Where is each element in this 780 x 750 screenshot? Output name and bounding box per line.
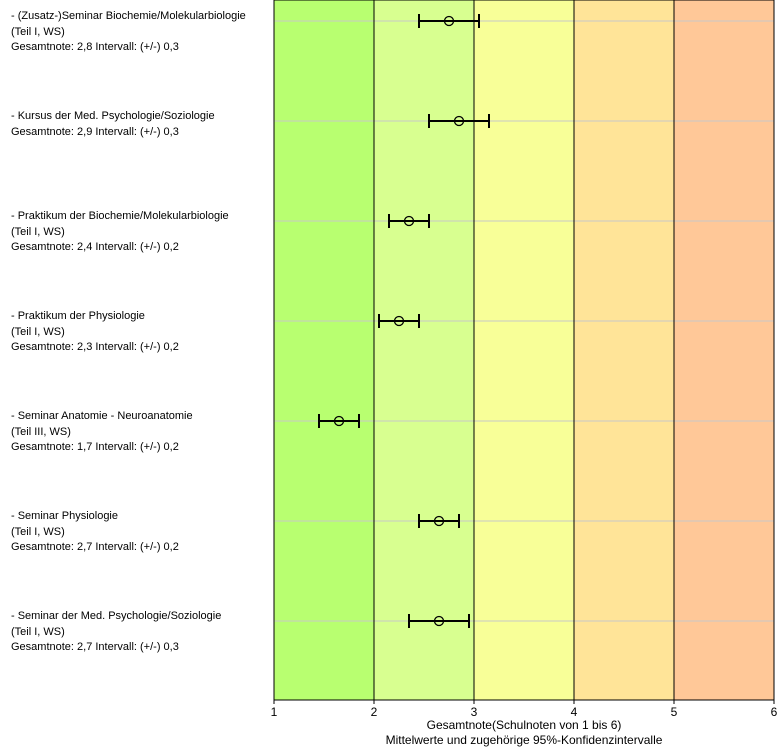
row-label-name: - Seminar der Med. Psychologie/Soziologi…: [11, 610, 222, 622]
mean-marker: [443, 15, 455, 27]
row-label-detail: (Teil I, WS): [11, 325, 65, 338]
row-label: - Praktikum der Physiologie (Teil I, WS) G…: [11, 309, 273, 356]
x-tick-label: 4: [571, 705, 578, 719]
grade-band-2: [374, 0, 474, 700]
row-label: - Seminar Anatomie - Neuroanatomie (Teil …: [11, 409, 273, 456]
chart-subtitle: Mittelwerte und zugehörige 95%-Konfidenz…: [385, 733, 663, 747]
row-label: - (Zusatz-)Seminar Biochemie/Molekularbi…: [11, 9, 273, 56]
grade-band-4: [574, 0, 674, 700]
grade-band-1: [274, 0, 374, 700]
row-label-name: - Praktikum der Biochemie/Molekularbiolo…: [11, 210, 229, 222]
plot-frame: [273, 0, 775, 701]
row-label-summary: Gesamtnote: 1,7 Intervall: (+/-) 0,2: [11, 441, 179, 453]
row-label-summary: Gesamtnote: 2,4 Intervall: (+/-) 0,2: [11, 241, 179, 253]
row-label-summary: Gesamtnote: 2,8 Intervall: (+/-) 0,3: [11, 41, 179, 53]
row-label-name: - Praktikum der Physiologie: [11, 310, 145, 322]
row-label-name: - (Zusatz-)Seminar Biochemie/Molekularbi…: [11, 10, 246, 22]
row-label-summary: Gesamtnote: 2,7 Intervall: (+/-) 0,3: [11, 641, 179, 653]
x-tick-label: 5: [671, 705, 678, 719]
x-axis-title: Gesamtnote(Schulnoten von 1 bis 6): [426, 718, 622, 732]
grade-band-3: [474, 0, 574, 700]
row-label-name: - Seminar Anatomie - Neuroanatomie: [11, 410, 193, 422]
mean-marker: [433, 615, 445, 627]
row-labels: - (Zusatz-)Seminar Biochemie/Molekularbi…: [0, 0, 272, 700]
mean-marker: [333, 415, 345, 427]
x-tick-label: 6: [771, 705, 778, 719]
mean-marker: [433, 515, 445, 527]
row-label-detail: (Teil I, WS): [11, 25, 65, 38]
row-label-detail: (Teil I, WS): [11, 625, 65, 638]
row-label-summary: Gesamtnote: 2,9 Intervall: (+/-) 0,3: [11, 125, 179, 138]
mean-marker: [453, 115, 465, 127]
row-label-name: - Seminar Physiologie: [11, 510, 118, 522]
row-label-summary: Gesamtnote: 2,7 Intervall: (+/-) 0,2: [11, 541, 179, 553]
row-label: - Seminar Physiologie (Teil I, WS) Gesamtn…: [11, 509, 273, 556]
mean-marker: [393, 315, 405, 327]
row-label-name: - Kursus der Med. Psychologie/Soziologie: [11, 110, 215, 122]
row-label: - Kursus der Med. Psychologie/Soziologie…: [11, 109, 273, 140]
row-label-detail: (Teil I, WS): [11, 525, 65, 538]
x-tick-label: 2: [371, 705, 378, 719]
row-label-summary: Gesamtnote: 2,3 Intervall: (+/-) 0,2: [11, 341, 179, 353]
row-label: - Seminar der Med. Psychologie/Soziologi…: [11, 609, 273, 656]
row-label-detail: (Teil III, WS): [11, 425, 71, 438]
grade-band-5: [674, 0, 774, 700]
x-tick-label: 3: [471, 705, 478, 719]
row-label: - Praktikum der Biochemie/Molekularbiolo…: [11, 209, 273, 256]
mean-marker: [403, 215, 415, 227]
x-tick-label: 1: [271, 705, 278, 719]
row-label-detail: (Teil I, WS): [11, 225, 65, 238]
